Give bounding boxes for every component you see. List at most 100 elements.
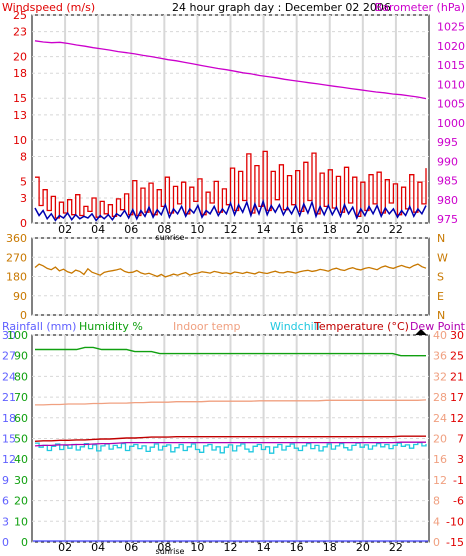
rain-tick-label: 12	[2, 453, 16, 466]
humidity-line	[35, 346, 426, 357]
temperature-label: Temperature (°C)	[313, 320, 409, 333]
temp-f-tick-label: 16	[433, 453, 447, 466]
barometer-tick-label: 1010	[437, 78, 465, 91]
direction-tick-label: 0	[20, 309, 27, 322]
rain-tick-label: 3	[2, 515, 9, 528]
temp-f-tick-label: 12	[433, 474, 447, 487]
wind-tick-label: 8	[20, 150, 27, 163]
average-wind-line	[34, 198, 427, 222]
rain-tick-label: 9	[2, 474, 9, 487]
wind-tick-label: 3	[20, 192, 27, 205]
rain-tick-label: 21	[2, 391, 16, 404]
temp-c-tick-label: 17	[450, 391, 464, 404]
direction-tick-label: 90	[13, 290, 27, 303]
wind-x-tick-label: 10	[190, 223, 204, 236]
temp-f-tick-label: 0	[433, 536, 440, 549]
rain-tick-label: 30	[2, 329, 16, 342]
temp-x-tick-label: 22	[389, 541, 403, 554]
wind-x-tick-label: 06	[124, 223, 138, 236]
dewpoint-marker-icon	[415, 329, 427, 335]
wind-x-tick-label: 22	[389, 223, 403, 236]
wind-x-tick-label: 12	[224, 223, 238, 236]
humidity-tick-label: 70	[14, 391, 28, 404]
rain-tick-label: 15	[2, 433, 16, 446]
temperature-panel-series	[33, 346, 428, 542]
wind-x-tick-label: 18	[323, 223, 337, 236]
wind-x-tick-label: 04	[91, 223, 105, 236]
humidity-tick-label: 50	[14, 433, 28, 446]
temp-c-tick-label: -6	[453, 495, 464, 508]
indoor-temp-label: Indoor temp	[173, 320, 240, 333]
temp-x-tick-label: 12	[224, 541, 238, 554]
barometer-tick-label: 1025	[437, 21, 465, 34]
barometer-tick-label: 1015	[437, 59, 465, 72]
barometer-line	[34, 40, 427, 100]
compass-label: S	[437, 271, 444, 284]
wind-tick-label: 15	[13, 92, 27, 105]
temp-x-tick-label: 18	[323, 541, 337, 554]
temp-c-tick-label: 21	[450, 370, 464, 383]
temp-x-tick-label: 10	[190, 541, 204, 554]
direction-tick-label: 180	[6, 271, 27, 284]
sunrise-label-bottom: sunrise	[156, 547, 185, 556]
windchill-line	[35, 441, 427, 454]
wind-tick-label: 25	[13, 9, 27, 22]
temp-c-tick-label: 25	[450, 350, 464, 363]
barometer-tick-label: 990	[437, 155, 458, 168]
humidity-tick-label: 20	[14, 495, 28, 508]
wind-x-tick-label: 16	[290, 223, 304, 236]
compass-label: N	[437, 232, 445, 245]
windchill-label: Windchill	[270, 320, 320, 333]
temp-f-tick-label: 24	[433, 412, 447, 425]
compass-label: N	[437, 309, 445, 322]
windspeed-label: Windspeed (m/s)	[2, 1, 95, 14]
temp-x-tick-label: 02	[58, 541, 72, 554]
direction-panel-series	[34, 263, 427, 278]
wind-tick-label: 5	[20, 175, 27, 188]
direction-panel-grid	[32, 237, 429, 316]
temp-x-tick-label: 04	[91, 541, 105, 554]
barometer-label: Barometer (hPa)	[375, 1, 465, 14]
dewpoint-label: Dew Point	[410, 320, 466, 333]
wind-tick-label: 13	[13, 109, 27, 122]
rain-tick-label: 6	[2, 495, 9, 508]
humidity-tick-label: 0	[21, 536, 28, 549]
temp-f-tick-label: 36	[433, 350, 447, 363]
temp-f-tick-label: 28	[433, 391, 447, 404]
wind-tick-label: 0	[20, 217, 27, 230]
temp-x-tick-label: 06	[124, 541, 138, 554]
temp-x-tick-label: 16	[290, 541, 304, 554]
wind-tick-label: 20	[13, 51, 27, 64]
indoor-temp-line	[35, 399, 427, 406]
barometer-tick-label: 980	[437, 194, 458, 207]
dewpoint-line	[34, 441, 426, 447]
barometer-tick-label: 1000	[437, 117, 465, 130]
barometer-tick-label: 985	[437, 175, 458, 188]
gust-line	[35, 150, 427, 219]
temperature-line	[34, 435, 426, 442]
humidity-tick-label: 80	[14, 370, 28, 383]
humidity-tick-label: 30	[14, 474, 28, 487]
rain-tick-label: 27	[2, 350, 16, 363]
compass-label: W	[437, 251, 448, 264]
temp-f-tick-label: 32	[433, 370, 447, 383]
direction-tick-label: 270	[6, 251, 27, 264]
barometer-tick-label: 995	[437, 136, 458, 149]
temp-f-tick-label: 8	[433, 495, 440, 508]
wind-tick-label: 10	[13, 134, 27, 147]
temp-f-tick-label: 4	[433, 515, 440, 528]
rain-tick-label: 24	[2, 370, 16, 383]
humidity-label: Humidity %	[79, 320, 143, 333]
humidity-tick-label: 60	[14, 412, 28, 425]
temp-x-tick-label: 08	[157, 541, 171, 554]
rain-tick-label: 18	[2, 412, 16, 425]
direction-tick-label: 360	[6, 232, 27, 245]
temp-f-tick-label: 20	[433, 433, 447, 446]
wind-panel-axes: 0358101315182023259759809859909951000100…	[13, 9, 465, 236]
temp-x-tick-label: 14	[257, 541, 271, 554]
wind-tick-label: 18	[13, 67, 27, 80]
barometer-tick-label: 1020	[437, 40, 465, 53]
wind-x-tick-label: 20	[356, 223, 370, 236]
